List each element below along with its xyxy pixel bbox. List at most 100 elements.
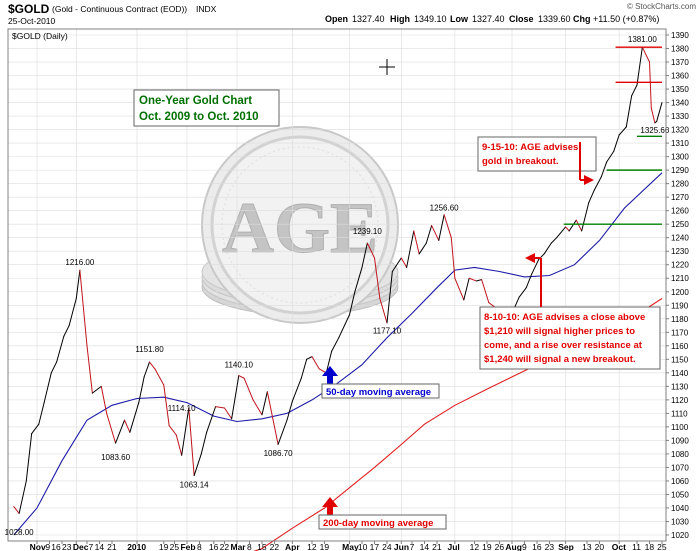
price-segment [650, 107, 656, 124]
close-value: 1339.60 [538, 14, 571, 24]
price-segment [400, 257, 408, 268]
y-tick-label: 1280 [671, 180, 689, 189]
aug-note-line2: $1,210 will signal higher prices to [484, 326, 635, 337]
price-segment [13, 506, 20, 514]
x-month-label: Dec [73, 542, 89, 551]
price-label: 1381.00 [628, 35, 657, 44]
y-tick-label: 1150 [671, 355, 689, 364]
y-tick-label: 1350 [671, 85, 689, 94]
x-tick-label: 23 [545, 542, 555, 551]
x-tick-label: 19 [159, 542, 169, 551]
price-segment [215, 406, 225, 409]
aug-note-line3: come, and a rise over resistance at [484, 340, 643, 351]
sept-note-box [477, 136, 597, 172]
price-segment [425, 225, 433, 244]
x-tick-label: 13 [582, 542, 592, 551]
ma50-arrow [322, 366, 338, 384]
price-label: 1239.10 [353, 227, 382, 236]
close-label: Close [509, 14, 534, 24]
price-segment [338, 314, 350, 339]
x-tick-label: 14 [95, 542, 105, 551]
x-tick-label: 8 [247, 542, 252, 551]
price-segment [91, 385, 102, 394]
x-month-label: Sep [558, 542, 574, 551]
price-segment [618, 126, 627, 136]
price-segment [206, 406, 217, 433]
price-segment [366, 242, 375, 259]
x-tick-label: 25 [170, 542, 180, 551]
price-segment [43, 372, 52, 404]
price-segment [25, 433, 33, 482]
price-segment [181, 407, 190, 456]
x-tick-label: 7 [410, 542, 415, 551]
plot-frame [7, 28, 667, 542]
price-label: 1140.10 [225, 361, 254, 370]
price-segment [50, 361, 58, 374]
price-label: 1028.00 [5, 528, 34, 537]
ma50-label-box [321, 383, 440, 399]
x-tick-label: 21 [107, 542, 117, 551]
y-tick-label: 1180 [671, 315, 689, 324]
price-segment [291, 377, 302, 402]
price-segment [31, 423, 40, 435]
x-month-label: 2010 [127, 542, 146, 551]
chg-label: Chg [573, 14, 591, 24]
y-tick-label: 1390 [671, 31, 689, 40]
aug-arrow-head [525, 253, 535, 263]
price-segment [443, 214, 452, 239]
y-tick-label: 1260 [671, 207, 689, 216]
open-value: 1327.40 [352, 14, 385, 24]
sept-note-line2: gold in breakout. [482, 156, 559, 167]
sept-note-line1: 9-15-10: AGE advises [482, 142, 578, 153]
open-label: Open [325, 14, 348, 24]
age-watermark-logo: AGE [222, 188, 378, 268]
x-tick-label: 22 [220, 542, 230, 551]
y-tick-label: 1100 [671, 423, 689, 432]
price-segment [154, 368, 165, 386]
price-segment [243, 377, 254, 401]
price-segment [224, 407, 233, 420]
y-tick-label: 1320 [671, 126, 689, 135]
x-tick-label: 15 [257, 542, 267, 551]
price-segment [349, 291, 356, 316]
price-segment [613, 134, 620, 152]
price-segment [138, 376, 145, 404]
chart-title-line1: One-Year Gold Chart [139, 95, 252, 107]
price-segment [656, 102, 663, 122]
aug-note-box [479, 306, 661, 370]
y-tick-label: 1300 [671, 153, 689, 162]
price-segment [361, 242, 368, 268]
price-segment [261, 391, 268, 416]
x-tick-label: 12 [470, 542, 480, 551]
price-segment [75, 269, 81, 300]
chart-title-line2: Oct. 2009 to Oct. 2010 [139, 111, 259, 123]
level-lines [563, 46, 662, 225]
price-segment [252, 399, 263, 416]
price-segment [636, 46, 643, 86]
ma200-label: 200-day moving average [323, 518, 433, 529]
x-month-label: May [342, 542, 359, 551]
price-segment [550, 237, 558, 244]
panel-label: $GOLD (Daily) [12, 31, 68, 41]
y-tick-label: 1030 [671, 517, 689, 526]
price-segment [379, 298, 388, 324]
y-tick-label: 1160 [671, 342, 689, 351]
price-segment [18, 480, 27, 514]
price-segment [163, 384, 170, 427]
price-segment [450, 237, 456, 279]
annotations: One-Year Gold Chart Oct. 2009 to Oct. 201… [133, 89, 661, 530]
price-segment [518, 287, 527, 298]
price-segment [175, 434, 183, 456]
x-month-label: Apr [285, 542, 300, 551]
price-segment [454, 277, 465, 301]
price-segment [277, 419, 288, 445]
x-month-label: Aug [505, 542, 522, 551]
y-tick-label: 1220 [671, 261, 689, 270]
price-segment [306, 356, 313, 360]
title-box [133, 89, 280, 127]
y-tick-label: 1330 [671, 112, 689, 121]
price-segment [606, 150, 615, 163]
price-segment [631, 84, 638, 97]
price-segment [331, 337, 340, 352]
